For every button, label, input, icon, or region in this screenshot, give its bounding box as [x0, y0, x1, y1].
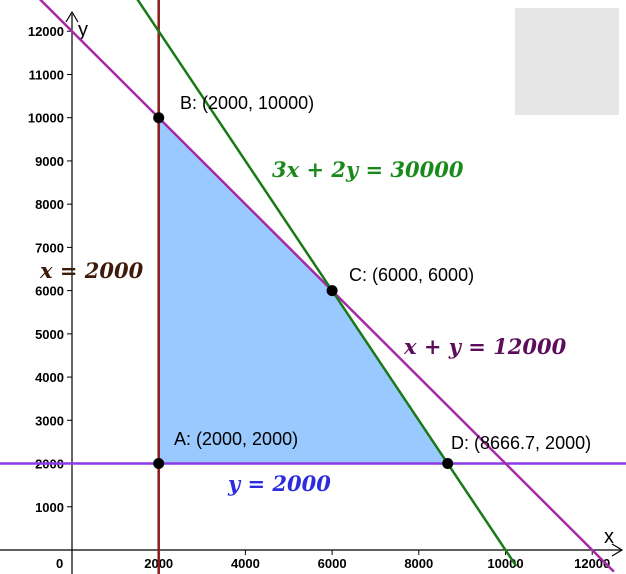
equation-label-x-2000: x = 2000	[39, 258, 144, 283]
y-tick-label: 4000	[35, 370, 64, 385]
y-tick-label: 10000	[28, 111, 64, 126]
y-tick-label: 12000	[28, 24, 64, 39]
x-tick-label: 4000	[231, 556, 260, 571]
equation-label-3x-2y-30000: 3x + 2y = 30000	[272, 157, 464, 182]
point-a	[153, 458, 165, 470]
y-tick-label: 9000	[35, 154, 64, 169]
y-axis-arrow-icon	[65, 10, 79, 23]
point-d	[442, 458, 454, 470]
origin-label: 0	[56, 556, 63, 571]
y-tick-label: 6000	[35, 284, 64, 299]
x-tick-label: 6000	[318, 556, 347, 571]
feasible-region	[158, 117, 448, 464]
line-x-y-12000	[38, 0, 615, 573]
x-axis-arrow-icon	[611, 543, 624, 557]
point-b	[153, 112, 165, 124]
y-tick-label: 8000	[35, 197, 64, 212]
graphics-view-panel	[515, 8, 619, 115]
y-tick-label: 7000	[35, 240, 64, 255]
y-axis-label: y	[78, 19, 88, 41]
x-tick-label: 10000	[487, 556, 523, 571]
equation-label-y-2000: y = 2000	[227, 471, 331, 496]
point-label-a: A: (2000, 2000)	[174, 429, 298, 449]
point-c	[326, 285, 338, 297]
x-axis-label: x	[604, 526, 614, 548]
point-label-c: C: (6000, 6000)	[349, 265, 474, 285]
y-tick-label: 5000	[35, 327, 64, 342]
y-tick-label: 1000	[35, 500, 64, 515]
y-tick-label: 11000	[29, 67, 64, 82]
point-label-b: B: (2000, 10000)	[180, 93, 314, 113]
point-label-d: D: (8666.7, 2000)	[451, 433, 591, 453]
x-tick-label: 8000	[404, 556, 433, 571]
y-tick-label: 3000	[35, 413, 64, 428]
line-3x-2y-30000	[136, 0, 518, 567]
equation-label-x-y-12000: x + y = 12000	[403, 334, 567, 359]
